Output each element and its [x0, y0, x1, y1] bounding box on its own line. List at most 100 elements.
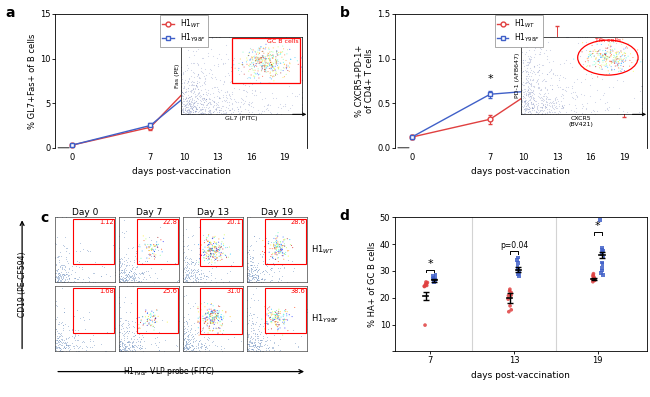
Point [194, 347, 204, 354]
Point [278, 250, 288, 256]
Point [274, 268, 284, 274]
Point [214, 319, 225, 325]
Point [205, 246, 215, 252]
Point [121, 272, 131, 278]
Point [189, 266, 200, 272]
Point [96, 273, 106, 279]
Point [209, 234, 220, 241]
Point [273, 278, 283, 284]
Point [142, 322, 153, 329]
Point [126, 268, 136, 274]
Point [62, 342, 73, 348]
Point [150, 316, 161, 322]
Point [57, 339, 67, 345]
Point [184, 275, 194, 281]
Point [194, 320, 205, 326]
Point [134, 333, 144, 340]
Point [205, 250, 216, 256]
Point [72, 258, 82, 264]
Point [216, 254, 226, 260]
Point [63, 335, 73, 341]
Point [57, 348, 68, 355]
Point [205, 270, 216, 276]
Point [121, 262, 131, 269]
Point [268, 260, 278, 266]
Point [422, 282, 432, 289]
Point [133, 279, 143, 285]
Text: a: a [5, 6, 14, 20]
Point [83, 274, 94, 280]
Point [149, 313, 159, 320]
Point [250, 274, 261, 281]
Point [57, 278, 67, 284]
Point [266, 253, 276, 260]
Point [122, 343, 132, 350]
Point [203, 248, 214, 254]
Point [50, 255, 60, 261]
Point [120, 256, 131, 263]
Point [123, 271, 133, 277]
Point [208, 303, 218, 309]
Point [203, 308, 214, 315]
Point [114, 345, 125, 352]
Point [422, 279, 433, 286]
Point [53, 335, 64, 341]
Point [88, 331, 98, 338]
Point [153, 234, 163, 241]
Point [114, 300, 124, 306]
Point [125, 338, 135, 345]
Point [120, 317, 131, 323]
Point [193, 276, 203, 282]
Point [57, 336, 67, 343]
Point [122, 338, 133, 344]
Text: H1$_{Y98F}$-VLP probe (FITC): H1$_{Y98F}$-VLP probe (FITC) [123, 365, 214, 378]
Point [213, 249, 223, 255]
Point [118, 348, 128, 355]
Point [79, 317, 90, 324]
Point [250, 274, 261, 280]
Point [206, 277, 216, 283]
Point [136, 343, 147, 349]
Point [130, 319, 140, 325]
Point [273, 229, 283, 236]
Point [597, 265, 607, 272]
Point [279, 256, 289, 262]
Point [211, 249, 221, 255]
Point [142, 245, 152, 252]
Point [134, 278, 144, 285]
Point [198, 334, 209, 340]
Point [133, 270, 144, 277]
Point [272, 314, 283, 320]
Point [201, 317, 211, 323]
Point [190, 259, 200, 266]
Point [213, 330, 223, 336]
Point [210, 243, 220, 250]
Point [114, 276, 124, 282]
Point [54, 319, 64, 325]
Point [184, 348, 194, 355]
Point [194, 314, 205, 320]
Point [182, 340, 192, 347]
Point [216, 323, 227, 329]
Point [203, 255, 214, 262]
Point [242, 274, 253, 280]
Point [213, 246, 223, 252]
Point [244, 247, 254, 254]
Point [53, 277, 63, 283]
Point [180, 254, 190, 260]
Point [187, 273, 197, 279]
Point [75, 343, 85, 350]
Point [183, 345, 193, 351]
Point [248, 326, 258, 333]
Point [50, 276, 60, 282]
Point [263, 306, 273, 312]
Point [255, 338, 266, 345]
Point [119, 275, 129, 281]
Point [150, 312, 160, 318]
Point [146, 247, 157, 254]
Point [57, 262, 68, 268]
Point [200, 239, 210, 246]
Point [207, 235, 218, 241]
Point [57, 333, 68, 339]
Point [242, 272, 253, 278]
